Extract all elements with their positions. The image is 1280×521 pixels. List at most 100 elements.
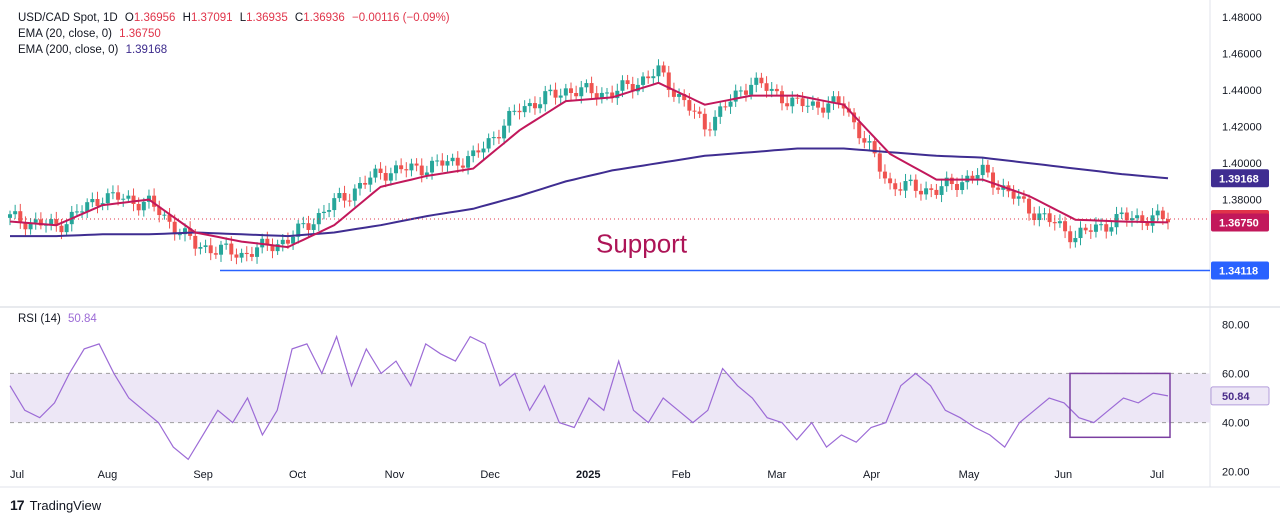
candle-body	[836, 96, 841, 104]
candle-body	[795, 97, 800, 99]
rsi-axis-tick: 40.00	[1222, 418, 1250, 430]
candle-body	[296, 223, 301, 237]
close-label: C	[294, 12, 304, 24]
close-value: 1.36936	[303, 12, 345, 24]
candle-body	[805, 105, 810, 107]
candle-body	[888, 178, 893, 184]
time-axis-tick: Jul	[1150, 469, 1164, 481]
candle-body	[651, 76, 656, 79]
candle-body	[54, 219, 59, 226]
price-axis-tick: 1.40000	[1222, 158, 1262, 170]
time-axis-tick: May	[959, 469, 980, 481]
candle-body	[960, 182, 965, 190]
candle-body	[496, 137, 501, 139]
rsi-value: 50.84	[68, 313, 97, 325]
candle-body	[460, 165, 465, 168]
candle-body	[862, 138, 867, 143]
candle-body	[244, 252, 249, 255]
ema200-line	[10, 147, 1169, 238]
time-axis-tick: Feb	[672, 469, 691, 481]
candle-body	[177, 234, 182, 236]
candle-body	[481, 148, 486, 153]
ema200-label: EMA (200, close, 0)	[18, 44, 119, 56]
candle-body	[1150, 215, 1155, 226]
price-axis-tick: 1.46000	[1222, 49, 1262, 61]
price-tag-label: 1.39168	[1219, 173, 1259, 185]
tradingview-brand[interactable]: 17 TradingView	[10, 497, 101, 513]
candle-body	[532, 103, 537, 109]
price-axis-tick: 1.44000	[1222, 85, 1262, 97]
candle-body	[476, 150, 481, 153]
candle-body	[1042, 213, 1047, 215]
open-label: O	[124, 12, 134, 24]
candle-body	[198, 247, 203, 249]
candle-body	[90, 199, 95, 203]
candle-body	[74, 211, 79, 213]
ohlc-legend: USD/CAD Spot, 1D O1.36956 H1.37091 L1.36…	[18, 12, 450, 24]
candle-body	[589, 83, 594, 94]
candle-body	[394, 165, 398, 174]
rsi-axis-tick: 60.00	[1222, 368, 1250, 380]
candle-body	[641, 76, 646, 85]
candle-body	[903, 181, 908, 191]
candle-body	[378, 168, 383, 173]
rsi-axis-tick: 20.00	[1222, 467, 1250, 479]
candle-body	[311, 224, 316, 230]
candle-body	[1088, 230, 1093, 232]
symbol-label[interactable]: USD/CAD Spot, 1D	[18, 12, 118, 24]
candle-body	[584, 83, 589, 88]
candle-body	[80, 211, 85, 213]
time-axis-tick: Oct	[289, 469, 306, 481]
rsi-legend[interactable]: RSI (14) 50.84	[18, 313, 97, 325]
candle-body	[8, 214, 12, 218]
candle-body	[352, 188, 357, 201]
time-axis-tick: Mar	[767, 469, 786, 481]
candle-body	[754, 77, 759, 85]
candle-body	[131, 195, 136, 204]
rsi-highlight-box	[1069, 372, 1171, 439]
tradingview-logo-icon: 17	[10, 497, 25, 513]
candle-body	[877, 153, 882, 172]
candle-body	[265, 238, 270, 246]
candle-body	[738, 90, 743, 92]
candle-body	[749, 84, 754, 95]
candle-body	[435, 160, 440, 162]
candle-body	[404, 169, 409, 171]
candle-body	[23, 222, 28, 230]
candle-body	[471, 150, 476, 157]
candle-body	[1073, 238, 1078, 243]
candle-body	[1032, 213, 1037, 221]
candle-body	[1135, 215, 1140, 219]
candle-body	[908, 179, 913, 182]
candle-body	[857, 122, 862, 139]
candle-body	[682, 94, 687, 101]
rsi-axis-tick: 80.00	[1222, 319, 1250, 331]
candle-body	[280, 239, 285, 245]
candle-body	[620, 80, 625, 91]
time-axis-tick: Aug	[98, 469, 118, 481]
candle-body	[790, 97, 795, 107]
candle-body	[574, 93, 579, 97]
candle-body	[141, 201, 146, 211]
price-tag	[1211, 261, 1269, 280]
candle-body	[399, 165, 404, 170]
open-value: 1.36956	[133, 12, 176, 24]
candle-body	[193, 235, 198, 249]
candle-body	[332, 198, 337, 211]
candle-body	[445, 161, 450, 166]
ema200-legend[interactable]: EMA (200, close, 0) 1.39168	[18, 44, 167, 56]
candle-body	[38, 219, 43, 226]
candle-body	[152, 195, 157, 207]
candle-body	[373, 168, 378, 178]
candle-body	[1104, 224, 1109, 232]
ema20-label: EMA (20, close, 0)	[18, 28, 112, 40]
candle-body	[18, 211, 23, 223]
ema20-legend[interactable]: EMA (20, close, 0) 1.36750	[18, 28, 161, 40]
candle-body	[718, 106, 723, 117]
candle-body	[1027, 198, 1032, 214]
candle-body	[33, 219, 38, 223]
candle-body	[898, 189, 903, 191]
candles-group	[8, 59, 1170, 265]
